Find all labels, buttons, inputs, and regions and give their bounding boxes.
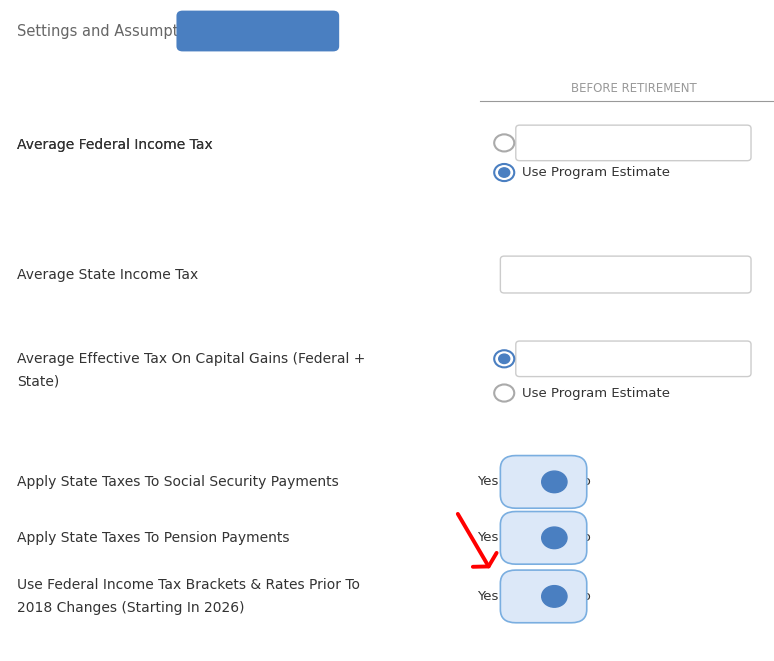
Text: Yes: Yes (478, 531, 498, 545)
Text: Use Federal Income Tax Brackets & Rates Prior To: Use Federal Income Tax Brackets & Rates … (17, 578, 360, 592)
Text: Settings and Assumptions: Settings and Assumptions (17, 24, 208, 38)
Text: State): State) (17, 374, 59, 388)
Text: No: No (574, 475, 591, 488)
Circle shape (498, 354, 510, 364)
Text: 2018 Changes (Starting In 2026): 2018 Changes (Starting In 2026) (17, 602, 245, 615)
Text: 5.00: 5.00 (515, 268, 545, 281)
Text: BEFORE RETIREMENT: BEFORE RETIREMENT (571, 82, 697, 95)
FancyBboxPatch shape (500, 256, 751, 293)
Circle shape (498, 168, 510, 177)
Text: Taxes: Taxes (234, 24, 282, 38)
FancyBboxPatch shape (500, 570, 587, 623)
Circle shape (542, 586, 567, 607)
FancyBboxPatch shape (500, 455, 587, 508)
Circle shape (542, 527, 567, 549)
FancyBboxPatch shape (515, 125, 751, 161)
Text: Yes: Yes (478, 590, 498, 603)
Text: Apply State Taxes To Social Security Payments: Apply State Taxes To Social Security Pay… (17, 475, 338, 489)
Text: Use Program Estimate: Use Program Estimate (522, 166, 670, 179)
Text: Average State Income Tax: Average State Income Tax (17, 268, 198, 282)
FancyBboxPatch shape (515, 341, 751, 377)
Text: Yes: Yes (478, 475, 498, 488)
FancyBboxPatch shape (500, 512, 587, 564)
Text: Average Federal Income Tax: Average Federal Income Tax (17, 138, 213, 152)
Text: Average Federal Income Tax: Average Federal Income Tax (17, 138, 213, 152)
Text: Average Effective Tax On Capital Gains (Federal +: Average Effective Tax On Capital Gains (… (17, 352, 365, 366)
FancyBboxPatch shape (176, 11, 339, 52)
Text: No: No (574, 590, 591, 603)
Text: Use Program Estimate: Use Program Estimate (522, 387, 670, 399)
Text: 0.00: 0.00 (531, 352, 560, 366)
Text: Apply State Taxes To Pension Payments: Apply State Taxes To Pension Payments (17, 531, 289, 545)
Circle shape (542, 471, 567, 492)
Text: No: No (574, 531, 591, 545)
